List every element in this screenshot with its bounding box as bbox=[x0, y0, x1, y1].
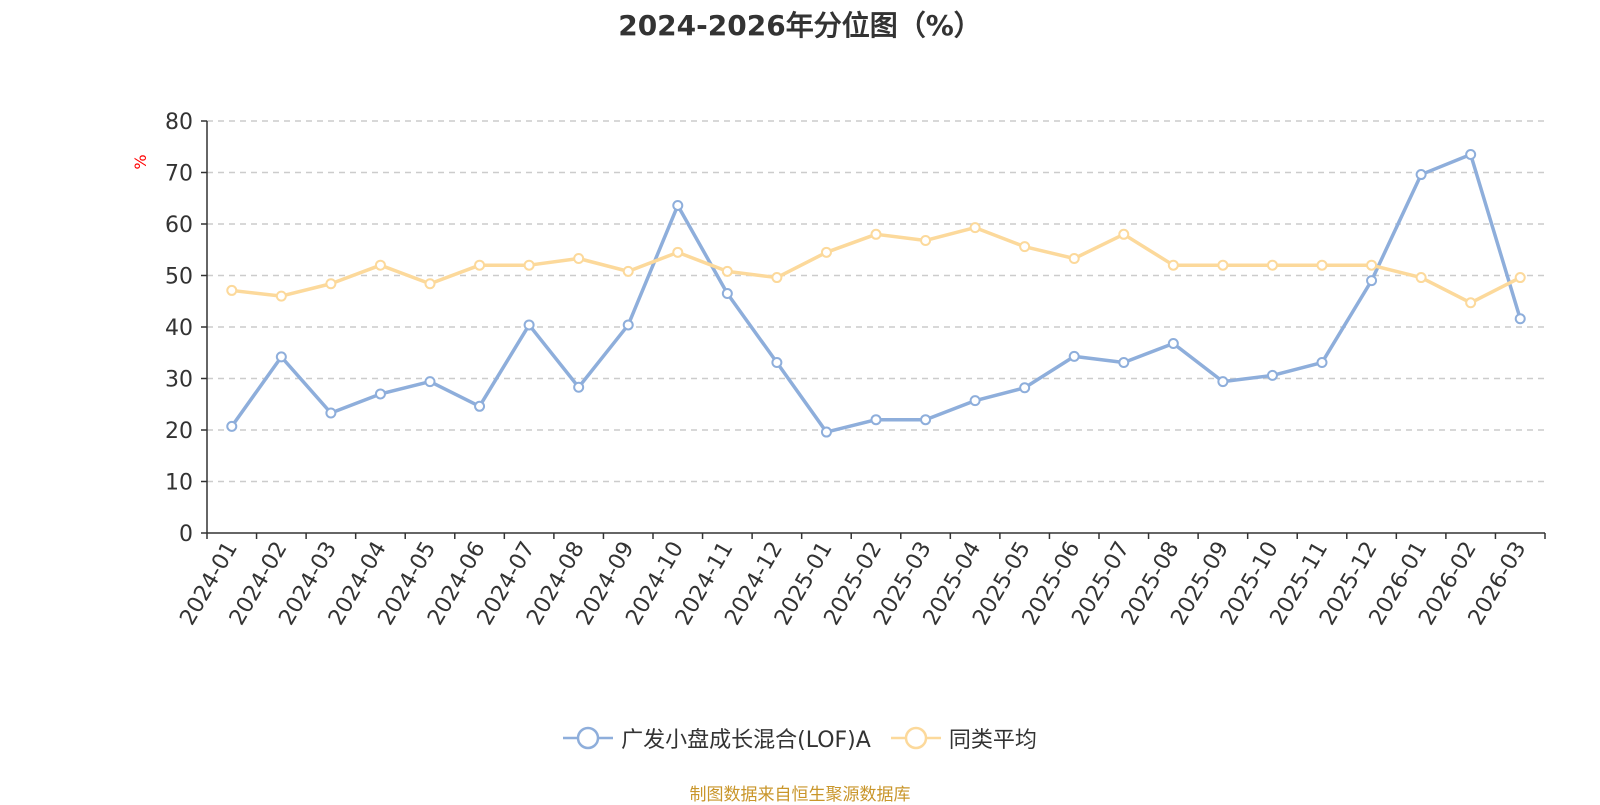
y-axis-label: % bbox=[131, 154, 150, 169]
legend-swatch-marker bbox=[904, 726, 928, 750]
data-point bbox=[325, 278, 337, 290]
series-lines bbox=[226, 148, 1526, 438]
data-point bbox=[374, 388, 386, 400]
y-tick-label: 70 bbox=[165, 162, 193, 187]
y-tick-label: 20 bbox=[165, 419, 193, 444]
data-point bbox=[1167, 259, 1179, 271]
data-point bbox=[474, 259, 486, 271]
legend-swatch-marker bbox=[576, 726, 600, 750]
data-point bbox=[820, 426, 832, 438]
data-point bbox=[1514, 272, 1526, 284]
data-point bbox=[573, 253, 585, 265]
data-point bbox=[1465, 297, 1477, 309]
series-line bbox=[230, 152, 1522, 434]
y-tick-label: 60 bbox=[165, 213, 193, 238]
data-point bbox=[1118, 228, 1130, 240]
legend-swatch bbox=[563, 726, 614, 750]
data-point bbox=[870, 414, 882, 426]
y-tick-label: 10 bbox=[165, 471, 193, 496]
line-chart: 010203040506070802024-012024-022024-0320… bbox=[131, 110, 1546, 630]
data-point bbox=[1068, 350, 1080, 362]
data-point bbox=[523, 259, 535, 271]
series-2 bbox=[226, 222, 1526, 309]
legend-item-2[interactable]: 同类平均 bbox=[890, 722, 1037, 754]
chart-title: 2024-2026年分位图（%） bbox=[618, 9, 982, 42]
data-point bbox=[672, 199, 684, 211]
data-point bbox=[325, 407, 337, 419]
legend: 广发小盘成长混合(LOF)A 同类平均 bbox=[0, 722, 1600, 754]
data-point bbox=[969, 395, 981, 407]
data-point bbox=[870, 228, 882, 240]
data-point bbox=[226, 284, 238, 296]
data-point bbox=[374, 259, 386, 271]
data-point bbox=[523, 319, 535, 331]
data-point bbox=[1266, 259, 1278, 271]
data-point bbox=[1366, 259, 1378, 271]
data-point bbox=[969, 222, 981, 234]
legend-label: 广发小盘成长混合(LOF)A bbox=[621, 728, 871, 753]
data-point bbox=[622, 265, 634, 277]
legend-item-1[interactable]: 广发小盘成长混合(LOF)A bbox=[563, 722, 871, 754]
data-point bbox=[920, 234, 932, 246]
data-point bbox=[1514, 313, 1526, 325]
data-point bbox=[1217, 376, 1229, 388]
data-point bbox=[474, 400, 486, 412]
data-point bbox=[1167, 337, 1179, 349]
series-1 bbox=[226, 148, 1526, 438]
data-point bbox=[1316, 357, 1328, 369]
data-point bbox=[820, 246, 832, 258]
legend-label: 同类平均 bbox=[948, 728, 1037, 753]
y-tick-label: 40 bbox=[165, 316, 193, 341]
legend-swatch bbox=[890, 726, 941, 750]
data-point bbox=[920, 414, 932, 426]
data-point bbox=[1266, 369, 1278, 381]
data-point bbox=[275, 351, 287, 363]
data-point bbox=[1415, 272, 1427, 284]
y-tick-label: 50 bbox=[165, 265, 193, 290]
data-point bbox=[622, 319, 634, 331]
data-point bbox=[771, 272, 783, 284]
data-point bbox=[275, 290, 287, 302]
data-point bbox=[424, 278, 436, 290]
data-point bbox=[672, 246, 684, 258]
source-note: 制图数据来自恒生聚源数据库 bbox=[689, 785, 911, 805]
data-point bbox=[771, 357, 783, 369]
y-tick-label: 80 bbox=[165, 110, 193, 135]
y-tick-label: 30 bbox=[165, 368, 193, 393]
data-point bbox=[1118, 357, 1130, 369]
data-point bbox=[721, 288, 733, 300]
y-tick-label: 0 bbox=[179, 522, 193, 547]
grid-lines bbox=[207, 120, 1545, 483]
axes: 010203040506070802024-012024-022024-0320… bbox=[165, 110, 1546, 630]
data-point bbox=[1465, 148, 1477, 160]
data-point bbox=[1415, 169, 1427, 181]
data-point bbox=[1217, 259, 1229, 271]
data-point bbox=[1316, 259, 1328, 271]
data-point bbox=[1019, 382, 1031, 394]
data-point bbox=[1068, 253, 1080, 265]
data-point bbox=[226, 420, 238, 432]
data-point bbox=[424, 376, 436, 388]
data-point bbox=[1366, 275, 1378, 287]
data-point bbox=[573, 381, 585, 393]
data-point bbox=[1019, 241, 1031, 253]
data-point bbox=[721, 265, 733, 277]
